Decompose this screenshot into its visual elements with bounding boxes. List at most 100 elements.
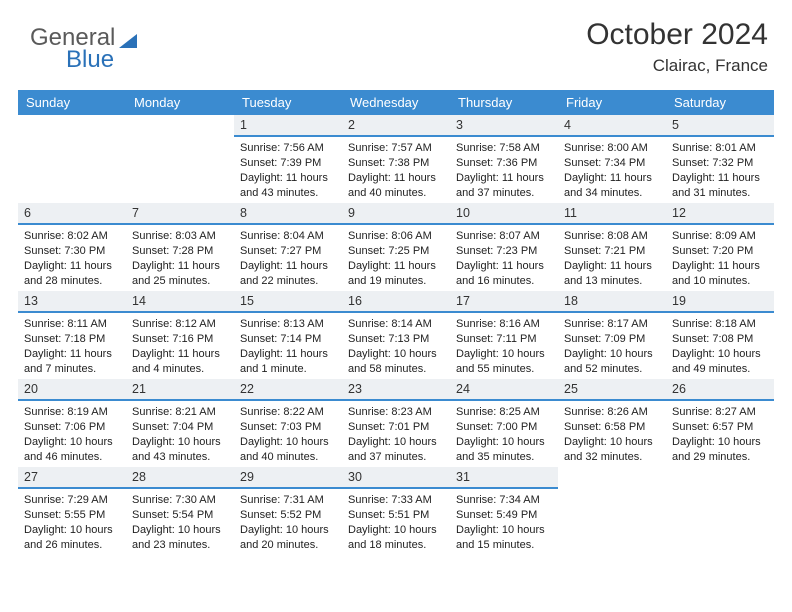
day-number: 10	[450, 203, 558, 225]
day-details: Sunrise: 8:21 AMSunset: 7:04 PMDaylight:…	[126, 401, 234, 466]
calendar-cell: 23Sunrise: 8:23 AMSunset: 7:01 PMDayligh…	[342, 379, 450, 467]
day-details: Sunrise: 8:01 AMSunset: 7:32 PMDaylight:…	[666, 137, 774, 202]
calendar-cell: 25Sunrise: 8:26 AMSunset: 6:58 PMDayligh…	[558, 379, 666, 467]
calendar-week-row: 13Sunrise: 8:11 AMSunset: 7:18 PMDayligh…	[18, 291, 774, 379]
day-details: Sunrise: 8:14 AMSunset: 7:13 PMDaylight:…	[342, 313, 450, 378]
day-details: Sunrise: 8:08 AMSunset: 7:21 PMDaylight:…	[558, 225, 666, 290]
weekday-header: Thursday	[450, 90, 558, 115]
calendar-cell	[18, 115, 126, 203]
day-number: 8	[234, 203, 342, 225]
weekday-header-row: SundayMondayTuesdayWednesdayThursdayFrid…	[18, 90, 774, 115]
calendar-cell: 10Sunrise: 8:07 AMSunset: 7:23 PMDayligh…	[450, 203, 558, 291]
day-details: Sunrise: 7:34 AMSunset: 5:49 PMDaylight:…	[450, 489, 558, 554]
day-details: Sunrise: 8:25 AMSunset: 7:00 PMDaylight:…	[450, 401, 558, 466]
day-number: 21	[126, 379, 234, 401]
calendar-cell: 22Sunrise: 8:22 AMSunset: 7:03 PMDayligh…	[234, 379, 342, 467]
day-details: Sunrise: 7:29 AMSunset: 5:55 PMDaylight:…	[18, 489, 126, 554]
day-number: 12	[666, 203, 774, 225]
day-number: 3	[450, 115, 558, 137]
weekday-header: Saturday	[666, 90, 774, 115]
page-title: October 2024	[586, 18, 768, 52]
calendar-cell: 15Sunrise: 8:13 AMSunset: 7:14 PMDayligh…	[234, 291, 342, 379]
day-number: 16	[342, 291, 450, 313]
day-number: 28	[126, 467, 234, 489]
day-details: Sunrise: 8:02 AMSunset: 7:30 PMDaylight:…	[18, 225, 126, 290]
day-number: 6	[18, 203, 126, 225]
day-details: Sunrise: 7:57 AMSunset: 7:38 PMDaylight:…	[342, 137, 450, 202]
day-number: 5	[666, 115, 774, 137]
day-details: Sunrise: 8:17 AMSunset: 7:09 PMDaylight:…	[558, 313, 666, 378]
calendar-week-row: 20Sunrise: 8:19 AMSunset: 7:06 PMDayligh…	[18, 379, 774, 467]
calendar-week-row: 27Sunrise: 7:29 AMSunset: 5:55 PMDayligh…	[18, 467, 774, 555]
day-number: 14	[126, 291, 234, 313]
day-details: Sunrise: 8:09 AMSunset: 7:20 PMDaylight:…	[666, 225, 774, 290]
calendar-week-row: 6Sunrise: 8:02 AMSunset: 7:30 PMDaylight…	[18, 203, 774, 291]
location-label: Clairac, France	[586, 56, 768, 76]
calendar-cell: 19Sunrise: 8:18 AMSunset: 7:08 PMDayligh…	[666, 291, 774, 379]
day-number: 9	[342, 203, 450, 225]
day-details: Sunrise: 8:03 AMSunset: 7:28 PMDaylight:…	[126, 225, 234, 290]
calendar-body: 1Sunrise: 7:56 AMSunset: 7:39 PMDaylight…	[18, 115, 774, 555]
day-details: Sunrise: 7:33 AMSunset: 5:51 PMDaylight:…	[342, 489, 450, 554]
calendar-cell: 3Sunrise: 7:58 AMSunset: 7:36 PMDaylight…	[450, 115, 558, 203]
day-details: Sunrise: 7:30 AMSunset: 5:54 PMDaylight:…	[126, 489, 234, 554]
sail-icon	[119, 34, 137, 48]
day-details: Sunrise: 8:26 AMSunset: 6:58 PMDaylight:…	[558, 401, 666, 466]
day-details: Sunrise: 8:12 AMSunset: 7:16 PMDaylight:…	[126, 313, 234, 378]
day-number: 17	[450, 291, 558, 313]
weekday-header: Sunday	[18, 90, 126, 115]
calendar-cell: 13Sunrise: 8:11 AMSunset: 7:18 PMDayligh…	[18, 291, 126, 379]
day-details: Sunrise: 8:07 AMSunset: 7:23 PMDaylight:…	[450, 225, 558, 290]
title-block: October 2024 Clairac, France	[586, 18, 774, 76]
logo-block: General Blue	[18, 18, 137, 74]
day-details: Sunrise: 8:13 AMSunset: 7:14 PMDaylight:…	[234, 313, 342, 378]
calendar-cell: 21Sunrise: 8:21 AMSunset: 7:04 PMDayligh…	[126, 379, 234, 467]
weekday-header: Wednesday	[342, 90, 450, 115]
day-details: Sunrise: 8:23 AMSunset: 7:01 PMDaylight:…	[342, 401, 450, 466]
calendar-cell: 26Sunrise: 8:27 AMSunset: 6:57 PMDayligh…	[666, 379, 774, 467]
day-number: 26	[666, 379, 774, 401]
calendar-cell: 29Sunrise: 7:31 AMSunset: 5:52 PMDayligh…	[234, 467, 342, 555]
calendar-cell: 11Sunrise: 8:08 AMSunset: 7:21 PMDayligh…	[558, 203, 666, 291]
calendar-cell: 7Sunrise: 8:03 AMSunset: 7:28 PMDaylight…	[126, 203, 234, 291]
calendar-cell	[126, 115, 234, 203]
day-details: Sunrise: 8:16 AMSunset: 7:11 PMDaylight:…	[450, 313, 558, 378]
page-header: General Blue October 2024 Clairac, Franc…	[18, 18, 774, 76]
calendar-cell: 28Sunrise: 7:30 AMSunset: 5:54 PMDayligh…	[126, 467, 234, 555]
day-details: Sunrise: 8:22 AMSunset: 7:03 PMDaylight:…	[234, 401, 342, 466]
day-details: Sunrise: 7:58 AMSunset: 7:36 PMDaylight:…	[450, 137, 558, 202]
day-number: 4	[558, 115, 666, 137]
day-number: 13	[18, 291, 126, 313]
day-number: 30	[342, 467, 450, 489]
calendar-table: SundayMondayTuesdayWednesdayThursdayFrid…	[18, 90, 774, 555]
calendar-cell: 20Sunrise: 8:19 AMSunset: 7:06 PMDayligh…	[18, 379, 126, 467]
calendar-cell: 9Sunrise: 8:06 AMSunset: 7:25 PMDaylight…	[342, 203, 450, 291]
day-number: 18	[558, 291, 666, 313]
calendar-cell	[666, 467, 774, 555]
day-number: 31	[450, 467, 558, 489]
day-details: Sunrise: 8:27 AMSunset: 6:57 PMDaylight:…	[666, 401, 774, 466]
weekday-header: Friday	[558, 90, 666, 115]
day-details: Sunrise: 7:56 AMSunset: 7:39 PMDaylight:…	[234, 137, 342, 202]
day-details: Sunrise: 8:04 AMSunset: 7:27 PMDaylight:…	[234, 225, 342, 290]
day-details: Sunrise: 8:18 AMSunset: 7:08 PMDaylight:…	[666, 313, 774, 378]
day-number: 2	[342, 115, 450, 137]
day-number: 20	[18, 379, 126, 401]
calendar-week-row: 1Sunrise: 7:56 AMSunset: 7:39 PMDaylight…	[18, 115, 774, 203]
calendar-cell: 12Sunrise: 8:09 AMSunset: 7:20 PMDayligh…	[666, 203, 774, 291]
day-number: 1	[234, 115, 342, 137]
day-details: Sunrise: 8:19 AMSunset: 7:06 PMDaylight:…	[18, 401, 126, 466]
day-details: Sunrise: 8:00 AMSunset: 7:34 PMDaylight:…	[558, 137, 666, 202]
calendar-cell: 31Sunrise: 7:34 AMSunset: 5:49 PMDayligh…	[450, 467, 558, 555]
day-details: Sunrise: 7:31 AMSunset: 5:52 PMDaylight:…	[234, 489, 342, 554]
calendar-cell: 30Sunrise: 7:33 AMSunset: 5:51 PMDayligh…	[342, 467, 450, 555]
calendar-cell: 24Sunrise: 8:25 AMSunset: 7:00 PMDayligh…	[450, 379, 558, 467]
calendar-cell: 1Sunrise: 7:56 AMSunset: 7:39 PMDaylight…	[234, 115, 342, 203]
day-details: Sunrise: 8:06 AMSunset: 7:25 PMDaylight:…	[342, 225, 450, 290]
day-number: 29	[234, 467, 342, 489]
calendar-cell: 5Sunrise: 8:01 AMSunset: 7:32 PMDaylight…	[666, 115, 774, 203]
weekday-header: Tuesday	[234, 90, 342, 115]
calendar-cell: 18Sunrise: 8:17 AMSunset: 7:09 PMDayligh…	[558, 291, 666, 379]
day-number: 15	[234, 291, 342, 313]
calendar-cell: 17Sunrise: 8:16 AMSunset: 7:11 PMDayligh…	[450, 291, 558, 379]
